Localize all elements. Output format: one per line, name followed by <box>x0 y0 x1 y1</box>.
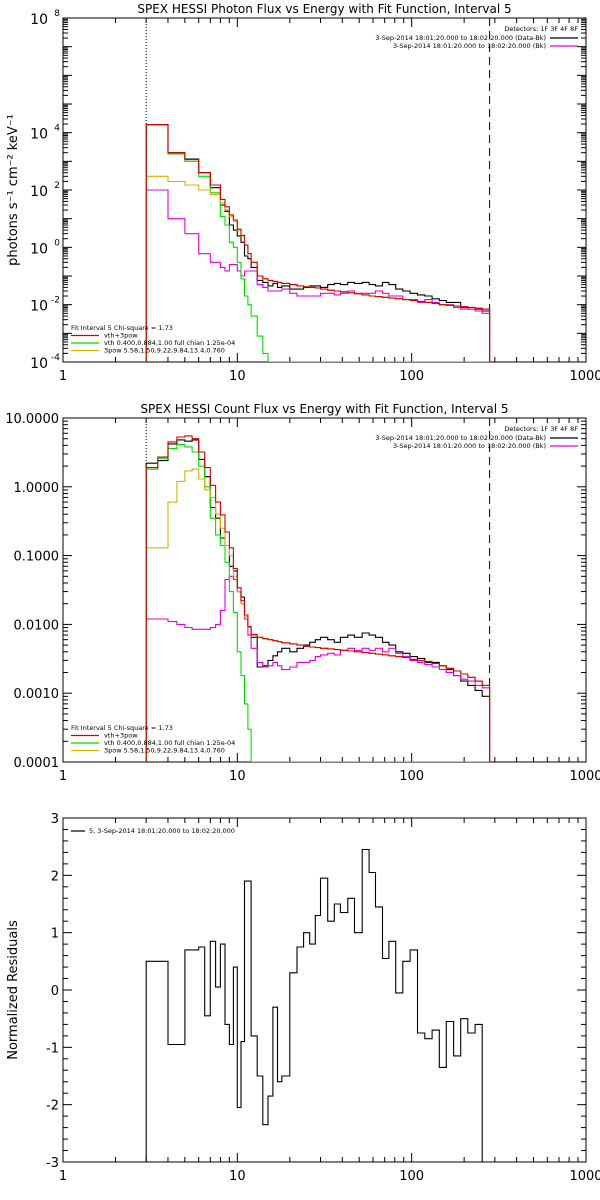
legend-entry: vth+3pow <box>104 332 138 340</box>
y-tick-label: 10 <box>30 12 48 28</box>
axes-frame <box>62 417 587 763</box>
y-tick-exponent: -4 <box>51 353 60 363</box>
y-tick-label: 1 <box>51 927 59 942</box>
y-tick-label: 1.0000 <box>14 481 60 496</box>
y-tick-exponent: 8 <box>54 9 60 19</box>
y-tick-label: 0.1000 <box>14 550 60 565</box>
legend-entry: 3pow 5.58,1.50,9.22,9.84,13.4,0.760 <box>104 747 225 755</box>
legend-entry: 5, 3-Sep-2014 18:01:20.000 to 18:02:20.0… <box>89 827 235 835</box>
residuals-chart: 1 10 100 1000 -3 -2 -1 0 1 2 3 Normalized Residuals… <box>0 800 600 1200</box>
count-flux-plot: 1 10 100 1000 0.0001 0.0010 0.0100 0.1000 1.0000… <box>5 402 600 784</box>
y-axis-label: photons s⁻¹ cm⁻² keV⁻¹ <box>6 114 21 266</box>
y-tick-label: 0.0010 <box>14 687 60 702</box>
legend-detectors: Detectors: 1F 3F 4F 8F <box>504 425 578 433</box>
series-line-3 <box>145 175 491 362</box>
axes-frame <box>62 817 587 1163</box>
legend-entry: 3pow 5.58,1.50,9.22,9.84,13.4,0.760 <box>104 347 225 355</box>
y-tick-label: 0.0001 <box>14 756 60 771</box>
legend-entry: 3-Sep-2014 18:01:20.000 to 18:02:20.000 … <box>393 442 546 450</box>
residuals-plot: 1 10 100 1000 -3 -2 -1 0 1 2 3 Normalized Residuals… <box>6 812 600 1184</box>
series-line-4 <box>145 123 491 362</box>
legend-entry: 3-Sep-2014 18:01:20.000 to 18:02:20.000 … <box>375 34 546 42</box>
y-tick-label: 10 <box>30 241 48 257</box>
legend-entry: 3-Sep-2014 18:01:20.000 to 18:02:20.000 … <box>375 434 546 442</box>
legend-detectors: Detectors: 1F 3F 4F 8F <box>504 25 578 33</box>
chart-title: SPEX HESSI Count Flux vs Energy with Fit… <box>140 402 508 416</box>
count-flux-chart: 1 10 100 1000 0.0001 0.0010 0.0100 0.1000 1.0000… <box>0 400 600 800</box>
series-line-1 <box>145 189 491 362</box>
y-tick-label: 10.0000 <box>5 412 59 427</box>
legend-entry: vth+3pow <box>104 732 138 740</box>
y-tick-label: 10 <box>30 127 48 143</box>
series-line-0 <box>145 848 490 1162</box>
x-tick-label: 100 <box>399 1169 424 1184</box>
series-line-2 <box>145 444 490 762</box>
x-tick-label: 1000 <box>569 369 600 384</box>
y-tick-label: 10 <box>30 299 48 315</box>
x-tick-label: 10 <box>229 1169 246 1184</box>
x-tick-label: 1000 <box>569 769 600 784</box>
y-tick-label: -1 <box>46 1041 59 1056</box>
y-tick-exponent: 4 <box>54 124 60 134</box>
y-tick-exponent: -2 <box>51 296 60 306</box>
series-line-2 <box>145 124 490 362</box>
y-tick-label: 2 <box>51 869 59 884</box>
y-tick-label: 10 <box>30 356 48 372</box>
y-axis-label: Normalized Residuals <box>6 920 21 1060</box>
y-tick-label: -2 <box>46 1099 59 1114</box>
x-tick-label: 10 <box>229 769 246 784</box>
y-tick-label: 3 <box>51 812 59 827</box>
legend-fit-info: Fit Interval 5 Chi-square = 1.73 <box>71 724 173 732</box>
y-tick-label: 10 <box>30 184 48 200</box>
x-tick-label: 1 <box>59 369 67 384</box>
series-line-4 <box>145 435 491 762</box>
x-tick-label: 100 <box>399 769 424 784</box>
legend-entry: 3-Sep-2014 18:01:20.000 to 18:02:20.000 … <box>393 42 546 50</box>
photon-flux-chart: 1 10 100 1000 10 -4 10 -2 10 0 10 2 10 4 10 8 SPEX HESSI… <box>0 0 600 400</box>
y-tick-exponent: 2 <box>54 181 60 191</box>
x-tick-label: 1 <box>59 769 67 784</box>
legend-fit-info: Fit Interval 5 Chi-square = 1.73 <box>71 324 173 332</box>
y-tick-label: 0.0100 <box>14 618 60 633</box>
series-line-0 <box>145 124 491 362</box>
x-tick-label: 100 <box>399 369 424 384</box>
y-tick-label: 0 <box>51 984 59 999</box>
series-line-0 <box>145 439 491 762</box>
series-group <box>145 123 491 362</box>
x-tick-label: 1000 <box>569 1169 600 1184</box>
legend-entry: vth 0.400,0.884,1.00 full chian 1.25e-04 <box>104 739 235 747</box>
series-line-1 <box>145 575 491 762</box>
legend-entry: vth 0.400,0.884,1.00 full chian 1.25e-04 <box>104 339 235 347</box>
series-group <box>145 848 490 1162</box>
y-tick-label: -3 <box>46 1156 59 1171</box>
y-tick-exponent: 0 <box>54 238 60 248</box>
chart-title: SPEX HESSI Photon Flux vs Energy with Fi… <box>137 2 511 16</box>
series-line-3 <box>145 468 491 762</box>
axes-frame <box>62 17 587 363</box>
x-tick-label: 1 <box>59 1169 67 1184</box>
x-tick-label: 10 <box>229 369 246 384</box>
series-group <box>145 435 491 762</box>
